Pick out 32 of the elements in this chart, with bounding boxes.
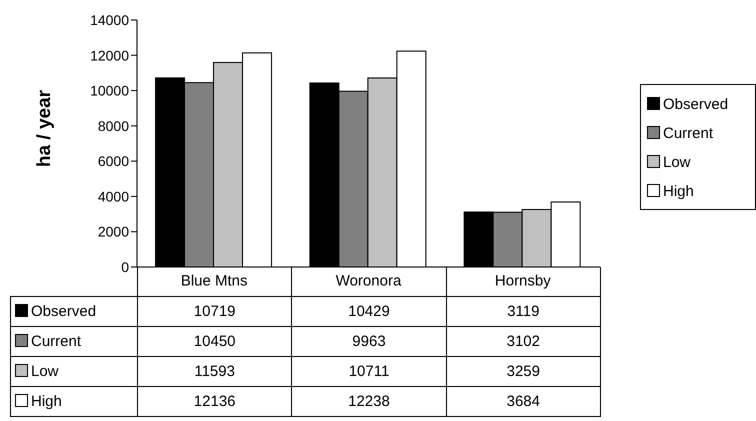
text: Observed — [663, 96, 728, 113]
x-tick-label: Blue Mtns — [180, 272, 248, 290]
y-tick-label: 6000 — [98, 153, 130, 170]
data-label: 10429 — [292, 296, 446, 326]
legend-label: Current — [31, 332, 82, 350]
data-label: 12136 — [138, 386, 292, 416]
data-label: 12238 — [292, 386, 446, 416]
text: Low — [31, 362, 59, 380]
y-tick-label: 14000 — [90, 12, 130, 28]
y-tick-label: 10000 — [90, 82, 130, 99]
legend-label: Low — [663, 154, 691, 171]
y-tick-label: 4000 — [98, 188, 130, 204]
y-tick-label: 8000 — [98, 118, 130, 134]
data-label: 9963 — [292, 326, 446, 356]
x-tick-label: Woronora — [336, 272, 402, 290]
y-tick-label: 0 — [121, 258, 130, 275]
data-label: 3684 — [446, 386, 600, 416]
data-label: 3259 — [446, 356, 600, 386]
x-tick-label: Hornsby — [494, 272, 552, 290]
y-tick-label: 2000 — [98, 224, 130, 240]
data-label: 11593 — [138, 356, 292, 386]
y-tick-label: 12000 — [90, 47, 130, 64]
legend-label: Observed — [31, 302, 96, 320]
data-label: 10711 — [292, 356, 446, 386]
text: High — [31, 392, 62, 410]
legend-label: High — [663, 183, 694, 200]
data-label: 10719 — [138, 296, 292, 326]
data-label: 10450 — [138, 326, 292, 356]
y-axis-title: ha / year — [34, 89, 55, 168]
text: Current — [663, 125, 714, 142]
data-label: 3119 — [446, 296, 600, 326]
data-label: 3102 — [446, 326, 600, 356]
